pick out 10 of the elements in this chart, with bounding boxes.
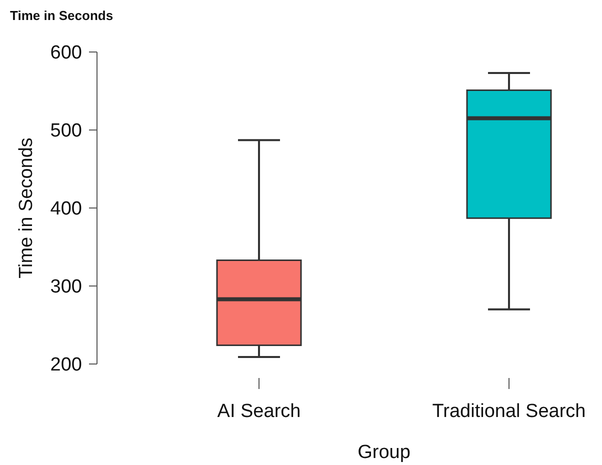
chart-title: Time in Seconds <box>10 8 114 23</box>
y-tick-label: 600 <box>50 42 82 64</box>
x-tick-label: Traditional Search <box>432 401 586 422</box>
y-tick-label: 200 <box>50 354 82 376</box>
y-tick-label: 400 <box>50 198 82 220</box>
y-tick-label: 500 <box>50 120 82 142</box>
x-axis-title: Group <box>358 442 410 463</box>
x-tick-label: AI Search <box>217 401 301 422</box>
y-tick-label: 300 <box>50 276 82 298</box>
y-axis-title: Time in Seconds <box>16 138 37 278</box>
